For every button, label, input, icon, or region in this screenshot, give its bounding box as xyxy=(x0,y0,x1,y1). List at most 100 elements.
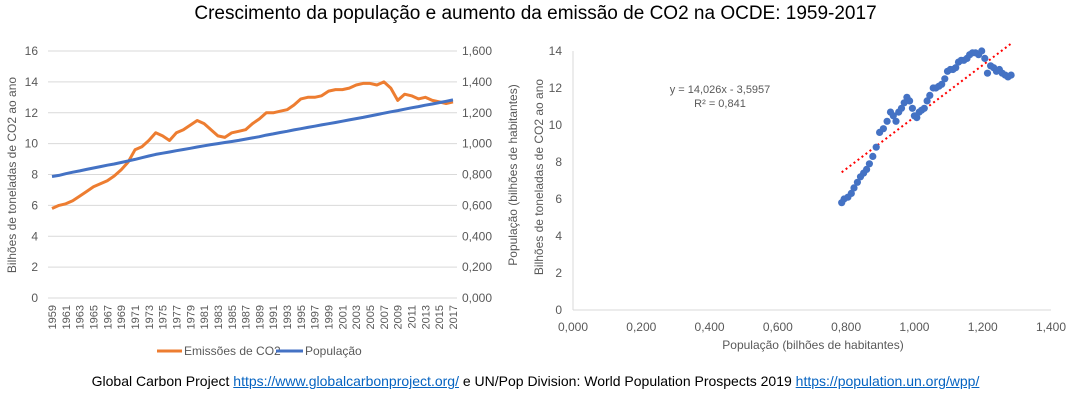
x-tick-label: 1983 xyxy=(213,305,225,329)
x-tick-label: 2003 xyxy=(351,305,363,329)
y2-tick-label: 0,000 xyxy=(462,291,492,305)
left-y2-axis-label: População (bilhões de habitantes) xyxy=(506,84,520,265)
scatter-y-tick-label: 6 xyxy=(555,192,562,206)
y-tick-label: 16 xyxy=(25,44,39,58)
scatter-point xyxy=(883,117,891,125)
x-tick-label: 1985 xyxy=(227,305,239,329)
y2-tick-label: 1,600 xyxy=(462,44,492,58)
left-x-ticks: 1959 1961 1963 1965 1967 1969 1971 1973 1975 1977… xyxy=(47,305,460,329)
scatter-x-tick-label: 0,200 xyxy=(626,320,656,334)
y-tick-label: 6 xyxy=(31,198,38,212)
x-tick-label: 1993 xyxy=(282,305,294,329)
left-y-ticks: 0 2 4 6 8 10 12 14 16 xyxy=(25,44,39,305)
scatter-point xyxy=(879,125,888,133)
x-tick-label: 1965 xyxy=(88,305,100,329)
scatter-point xyxy=(952,64,960,72)
scatter-point xyxy=(865,160,874,168)
trendline-r2: R² = 0,841 xyxy=(694,98,746,110)
source-text-2: e UN/Pop Division: World Population Pros… xyxy=(462,373,792,389)
x-tick-label: 2013 xyxy=(420,305,432,329)
x-tick-label: 1989 xyxy=(254,305,266,329)
x-tick-label: 2005 xyxy=(365,305,377,329)
scatter-point xyxy=(906,97,914,105)
scatter-x-tick-label: 1,400 xyxy=(1036,320,1066,334)
scatter-y-tick-label: 8 xyxy=(555,155,562,169)
scatter-point xyxy=(872,143,880,151)
y-tick-label: 4 xyxy=(31,229,38,243)
scatter-y-tick-label: 4 xyxy=(555,229,562,243)
x-tick-label: 1967 xyxy=(102,305,114,329)
scatter-x-axis-label: População (bilhões de habitantes) xyxy=(722,338,903,352)
scatter-x-tick-label: 0,800 xyxy=(831,320,861,334)
x-tick-label: 1961 xyxy=(61,305,73,329)
x-tick-label: 1971 xyxy=(130,305,142,329)
x-tick-label: 1959 xyxy=(47,305,59,329)
x-tick-label: 2009 xyxy=(393,305,405,329)
scatter-point xyxy=(981,54,989,63)
scatter-points xyxy=(838,47,1015,207)
trendline-equation: y = 14,026x - 3,5957 xyxy=(670,84,771,96)
x-tick-label: 1991 xyxy=(268,305,280,329)
scatter-y-axis-label: Bilhões de toneladas de CO2 ao ano xyxy=(532,79,546,275)
scatter-point xyxy=(889,112,897,120)
x-tick-label: 2007 xyxy=(379,305,391,329)
x-tick-label: 1963 xyxy=(75,305,87,329)
x-tick-label: 2017 xyxy=(448,305,460,329)
series-line-emissions xyxy=(51,80,454,210)
scatter-point xyxy=(923,97,931,105)
left-y-axis-label: Bilhões de toneladas de CO2 ao ano xyxy=(5,77,19,273)
x-tick-label: 1995 xyxy=(296,305,308,329)
legend-label-emissions: Emissões de CO2 xyxy=(184,344,281,358)
x-tick-label: 1997 xyxy=(310,305,322,329)
left-y2-ticks: 0,000 0,200 0,400 0,600 0,800 1,000 1,200 1,400… xyxy=(462,44,492,305)
left-gridlines xyxy=(48,50,457,299)
x-tick-label: 2015 xyxy=(434,305,446,329)
y-tick-label: 12 xyxy=(25,106,39,120)
y2-tick-label: 0,400 xyxy=(462,229,492,243)
y2-tick-label: 1,200 xyxy=(462,106,492,120)
x-tick-label: 1969 xyxy=(116,305,128,329)
scatter-y-tick-label: 10 xyxy=(549,118,563,132)
scatter-x-tick-label: 0,000 xyxy=(558,320,588,334)
source-link-un[interactable]: https://population.un.org/wpp/ xyxy=(795,373,980,389)
scatter-point xyxy=(983,69,992,77)
scatter-point xyxy=(897,104,906,112)
scatter-point xyxy=(941,75,949,83)
scatter-x-ticks: 0,000 0,200 0,400 0,600 0,800 1,000 1,200 1,400 xyxy=(558,320,1066,334)
series-line-population xyxy=(51,98,454,178)
scatter-point xyxy=(853,178,862,186)
legend: Emissões de CO2 População xyxy=(157,344,362,358)
scatter-point xyxy=(926,91,934,99)
y-tick-label: 8 xyxy=(31,168,38,182)
scatter-point xyxy=(850,184,858,192)
x-tick-label: 1999 xyxy=(324,305,336,329)
x-tick-label: 1987 xyxy=(241,305,253,329)
scatter-point xyxy=(900,99,908,107)
x-tick-label: 2001 xyxy=(337,305,349,329)
y-tick-label: 14 xyxy=(25,75,39,89)
source-text-1: Global Carbon Project xyxy=(91,373,230,389)
scatter-point xyxy=(920,104,928,112)
scatter-y-tick-label: 12 xyxy=(549,81,563,95)
source-link-gcp[interactable]: https://www.globalcarbonproject.org/ xyxy=(233,373,459,389)
y2-tick-label: 0,200 xyxy=(462,260,492,274)
scatter-point xyxy=(892,117,900,125)
scatter-axes xyxy=(572,51,1051,311)
x-tick-label: 1975 xyxy=(158,305,170,329)
x-tick-label: 1981 xyxy=(199,305,211,329)
left-series xyxy=(51,80,454,210)
scatter-x-tick-label: 1,200 xyxy=(968,320,998,334)
scatter-point xyxy=(913,114,921,122)
scatter-point xyxy=(978,47,986,55)
scatter-point xyxy=(1007,71,1015,79)
y2-tick-label: 1,400 xyxy=(462,75,492,89)
line-chart: 0 2 4 6 8 10 12 14 16 0,000 0,200 0,400 0,600 0,800 1… xyxy=(5,44,520,358)
scatter-point xyxy=(908,104,917,112)
y2-tick-label: 1,000 xyxy=(462,137,492,151)
source-footer: Global Carbon Project https://www.global… xyxy=(0,373,1071,389)
scatter-point xyxy=(863,165,871,173)
y-tick-label: 10 xyxy=(25,137,39,151)
scatter-y-tick-label: 14 xyxy=(549,44,563,58)
x-tick-label: 1973 xyxy=(144,305,156,329)
